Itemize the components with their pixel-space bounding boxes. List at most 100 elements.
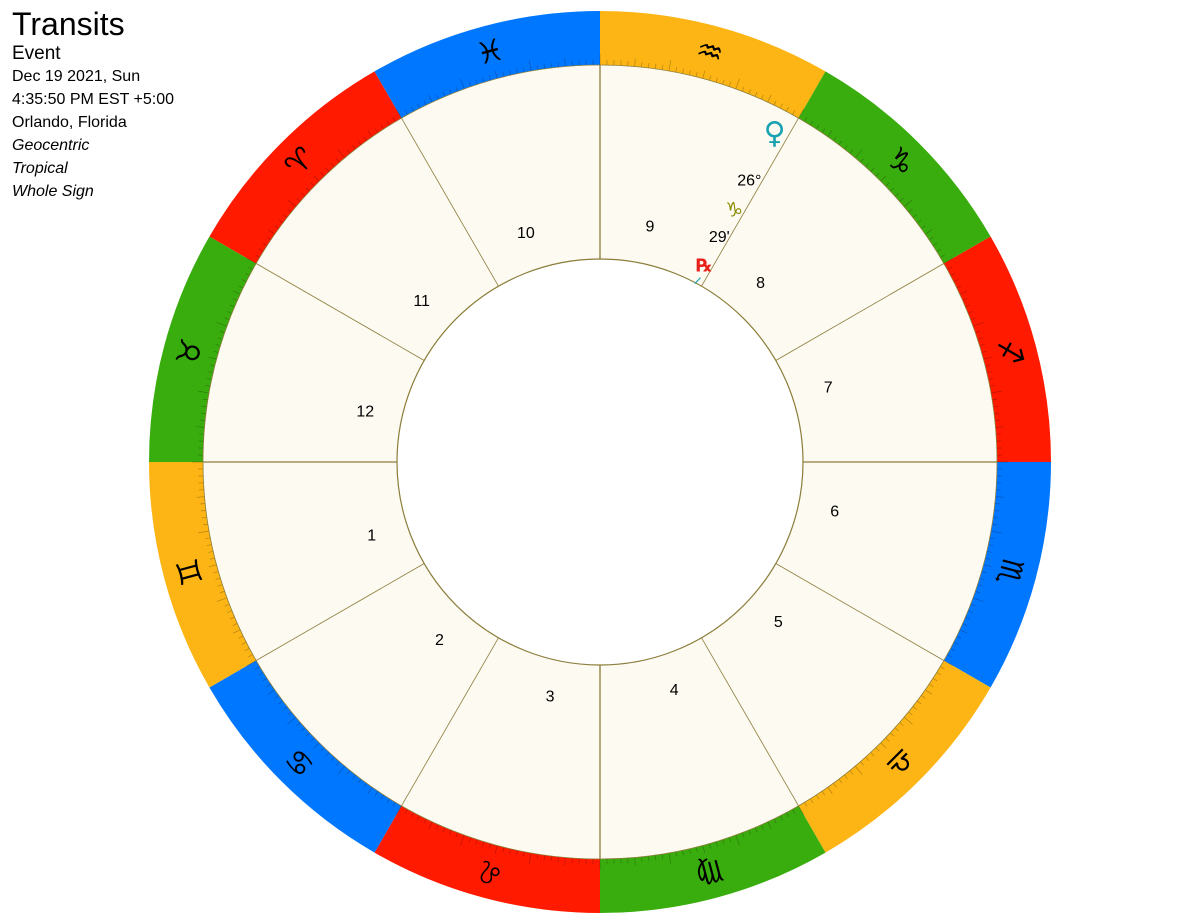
sign-segment-sagittarius [943, 236, 1051, 462]
degree-tick [557, 856, 559, 862]
sign-segment-scorpio [943, 462, 1051, 688]
degree-tick [854, 149, 863, 159]
degree-tick [244, 272, 250, 276]
degree-tick [310, 737, 315, 742]
degree-tick [986, 550, 992, 553]
zodiac-ring [149, 11, 1051, 913]
house-number-8: 8 [756, 275, 765, 292]
degree-tick [854, 765, 863, 775]
degree-tick [912, 214, 917, 218]
degree-tick [833, 782, 837, 788]
degree-tick [219, 330, 225, 334]
degree-tick [455, 832, 459, 838]
degree-tick [564, 857, 566, 866]
planet-pointer [694, 277, 701, 285]
house-cusp-lines [203, 65, 997, 859]
degree-tick [838, 778, 843, 784]
degree-tick [804, 802, 808, 807]
degree-tick [798, 805, 805, 816]
degree-tick [695, 847, 698, 853]
degree-tick [912, 706, 917, 710]
planet-degree: 26° [737, 173, 761, 190]
degree-tick [208, 550, 214, 553]
degree-tick [849, 770, 854, 775]
degree-tick [238, 285, 244, 289]
degree-tick [992, 523, 998, 526]
degree-tick [634, 58, 636, 67]
degree-tick [885, 737, 890, 742]
degree-tick [241, 641, 247, 645]
degree-tick [815, 794, 820, 800]
degree-tick [988, 378, 994, 380]
degree-tick [410, 812, 414, 818]
degree-tick [885, 182, 890, 187]
degree-ticks [192, 54, 1008, 870]
degree-tick [200, 510, 207, 512]
degree-tick [313, 175, 320, 182]
sign-segment-aries [209, 71, 402, 264]
degree-tick [502, 71, 505, 77]
degree-tick [557, 62, 559, 68]
degree-tick [336, 158, 340, 163]
chart-info: Transits Event Dec 19 2021, Sun 4:35:50 … [12, 8, 174, 207]
degree-tick [449, 829, 452, 835]
degree-tick [215, 577, 221, 580]
degree-tick [798, 108, 805, 119]
degree-tick [198, 530, 210, 534]
chart-title: Transits [12, 6, 125, 42]
degree-tick [241, 279, 247, 283]
degree-tick [994, 503, 1000, 505]
sign-segment-cancer [209, 660, 402, 853]
degree-tick [208, 564, 217, 568]
degree-tick [975, 330, 981, 334]
degree-tick [965, 616, 971, 620]
degree-tick [908, 711, 913, 716]
degree-tick [337, 149, 346, 159]
degree-tick [715, 841, 718, 847]
house-cusp-line [401, 637, 499, 807]
degree-tick [735, 834, 740, 846]
degree-tick [779, 815, 783, 821]
planet-minute: 29' [709, 229, 730, 246]
degree-tick [509, 70, 512, 76]
degree-tick [953, 279, 959, 283]
degree-tick [682, 68, 684, 74]
degree-tick [894, 192, 899, 197]
degree-tick [395, 108, 402, 119]
degree-tick [661, 64, 664, 70]
degree-tick [654, 855, 657, 861]
degree-tick [229, 304, 235, 308]
degree-tick [890, 732, 895, 737]
sign-segment-taurus [149, 236, 257, 462]
degree-tick [274, 695, 280, 699]
degree-tick [928, 236, 934, 241]
degree-tick [728, 837, 732, 843]
sign-segment-gemini [149, 462, 257, 688]
degree-tick [972, 322, 984, 327]
degree-tick [970, 603, 976, 607]
degree-tick [367, 130, 373, 137]
degree-tick [849, 149, 854, 154]
degree-tick [741, 86, 745, 92]
degree-tick [436, 824, 439, 830]
degree-tick [959, 290, 968, 295]
degree-tick [266, 236, 272, 241]
degree-tick [205, 537, 211, 540]
degree-tick [754, 827, 758, 833]
degree-tick [380, 794, 385, 800]
house-number-6: 6 [830, 503, 839, 520]
degree-tick [722, 79, 725, 85]
degree-tick [916, 700, 922, 705]
degree-tick [325, 752, 330, 757]
degree-tick [748, 89, 751, 95]
degree-tick [875, 172, 880, 177]
sign-segment-leo [374, 805, 600, 913]
degree-tick [709, 75, 712, 81]
degree-tick [993, 510, 1000, 512]
degree-tick [634, 857, 636, 866]
degree-tick [258, 248, 264, 252]
degree-tick [196, 426, 205, 428]
degree-tick [648, 62, 650, 69]
degree-tick [336, 761, 340, 766]
degree-tick [232, 623, 238, 626]
